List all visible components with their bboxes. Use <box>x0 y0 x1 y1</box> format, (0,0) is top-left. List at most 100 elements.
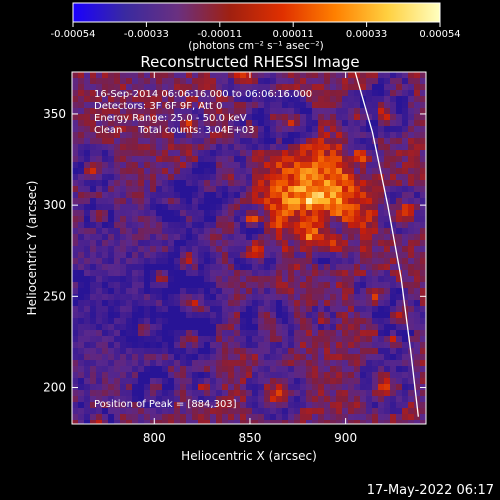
heatmap-cell <box>192 264 199 271</box>
heatmap-cell <box>264 138 271 145</box>
heatmap-cell <box>234 120 241 127</box>
heatmap-cell <box>108 336 115 343</box>
heatmap-cell <box>312 234 319 241</box>
heatmap-cell <box>96 294 103 301</box>
heatmap-cell <box>192 342 199 349</box>
heatmap-cell <box>240 114 247 121</box>
heatmap-cell <box>78 270 85 277</box>
heatmap-cell <box>336 228 343 235</box>
heatmap-cell <box>84 84 91 91</box>
heatmap-cell <box>84 108 91 115</box>
heatmap-cell <box>90 144 97 151</box>
heatmap-cell <box>318 162 325 169</box>
heatmap-cell <box>408 252 415 259</box>
heatmap-cell <box>288 258 295 265</box>
heatmap-cell <box>138 354 145 361</box>
heatmap-cell <box>276 234 283 241</box>
heatmap-cell <box>252 246 259 253</box>
heatmap-cell <box>384 312 391 319</box>
heatmap-cell <box>384 324 391 331</box>
heatmap-cell <box>360 396 367 403</box>
heatmap-cell <box>408 258 415 265</box>
heatmap-cell <box>198 114 205 121</box>
heatmap-cell <box>336 198 343 205</box>
heatmap-cell <box>132 336 139 343</box>
heatmap-cell <box>156 246 163 253</box>
heatmap-cell <box>402 138 409 145</box>
heatmap-cell <box>150 264 157 271</box>
heatmap-cell <box>258 288 265 295</box>
heatmap-cell <box>264 294 271 301</box>
heatmap-cell <box>108 258 115 265</box>
heatmap-cell <box>168 276 175 283</box>
heatmap-cell <box>312 252 319 259</box>
heatmap-cell <box>384 300 391 307</box>
heatmap-cell <box>378 90 385 97</box>
heatmap-cell <box>342 186 349 193</box>
heatmap-cell <box>402 324 409 331</box>
heatmap-cell <box>174 252 181 259</box>
heatmap-cell <box>294 240 301 247</box>
heatmap-cell <box>222 282 229 289</box>
heatmap-cell <box>408 150 415 157</box>
x-tick-label: 900 <box>334 431 357 445</box>
heatmap-cell <box>252 342 259 349</box>
heatmap-cell <box>294 408 301 415</box>
heatmap-cell <box>228 384 235 391</box>
heatmap-cell <box>396 216 403 223</box>
heatmap-cell <box>84 72 91 79</box>
heatmap-cell <box>360 312 367 319</box>
heatmap-cell <box>78 336 85 343</box>
heatmap-cell <box>120 120 127 127</box>
heatmap-cell <box>180 300 187 307</box>
heatmap-cell <box>258 408 265 415</box>
heatmap-cell <box>180 102 187 109</box>
heatmap-cell <box>276 132 283 139</box>
heatmap-cell <box>264 168 271 175</box>
heatmap-cell <box>258 402 265 409</box>
heatmap-cell <box>120 252 127 259</box>
heatmap-cell <box>366 258 373 265</box>
heatmap-cell <box>270 318 277 325</box>
heatmap-cell <box>102 324 109 331</box>
heatmap-cell <box>390 396 397 403</box>
heatmap-cell <box>246 408 253 415</box>
heatmap-cell <box>132 312 139 319</box>
heatmap-cell <box>138 246 145 253</box>
heatmap-cell <box>72 408 79 415</box>
heatmap-cell <box>372 276 379 283</box>
heatmap-cell <box>348 258 355 265</box>
heatmap-cell <box>276 198 283 205</box>
heatmap-cell <box>306 294 313 301</box>
heatmap-cell <box>300 246 307 253</box>
heatmap-cell <box>396 300 403 307</box>
heatmap-cell <box>282 204 289 211</box>
heatmap-cell <box>228 288 235 295</box>
heatmap-cell <box>270 324 277 331</box>
heatmap-cell <box>78 78 85 85</box>
heatmap-cell <box>216 324 223 331</box>
heatmap-cell <box>144 366 151 373</box>
heatmap-cell <box>90 414 97 421</box>
heatmap-cell <box>156 264 163 271</box>
heatmap-cell <box>360 174 367 181</box>
heatmap-cell <box>120 420 127 424</box>
heatmap-cell <box>114 360 121 367</box>
heatmap-cell <box>318 120 325 127</box>
heatmap-cell <box>96 132 103 139</box>
heatmap-cell <box>90 96 97 103</box>
heatmap-cell <box>252 84 259 91</box>
heatmap-cell <box>72 312 79 319</box>
heatmap-cell <box>168 366 175 373</box>
heatmap-cell <box>276 396 283 403</box>
heatmap-cell <box>312 216 319 223</box>
heatmap-cell <box>414 96 421 103</box>
heatmap-cell <box>222 342 229 349</box>
heatmap-cell <box>216 156 223 163</box>
heatmap-cell <box>336 216 343 223</box>
heatmap-cell <box>204 174 211 181</box>
heatmap-cell <box>366 366 373 373</box>
heatmap-cell <box>228 168 235 175</box>
heatmap-cell <box>366 390 373 397</box>
heatmap-cell <box>360 204 367 211</box>
